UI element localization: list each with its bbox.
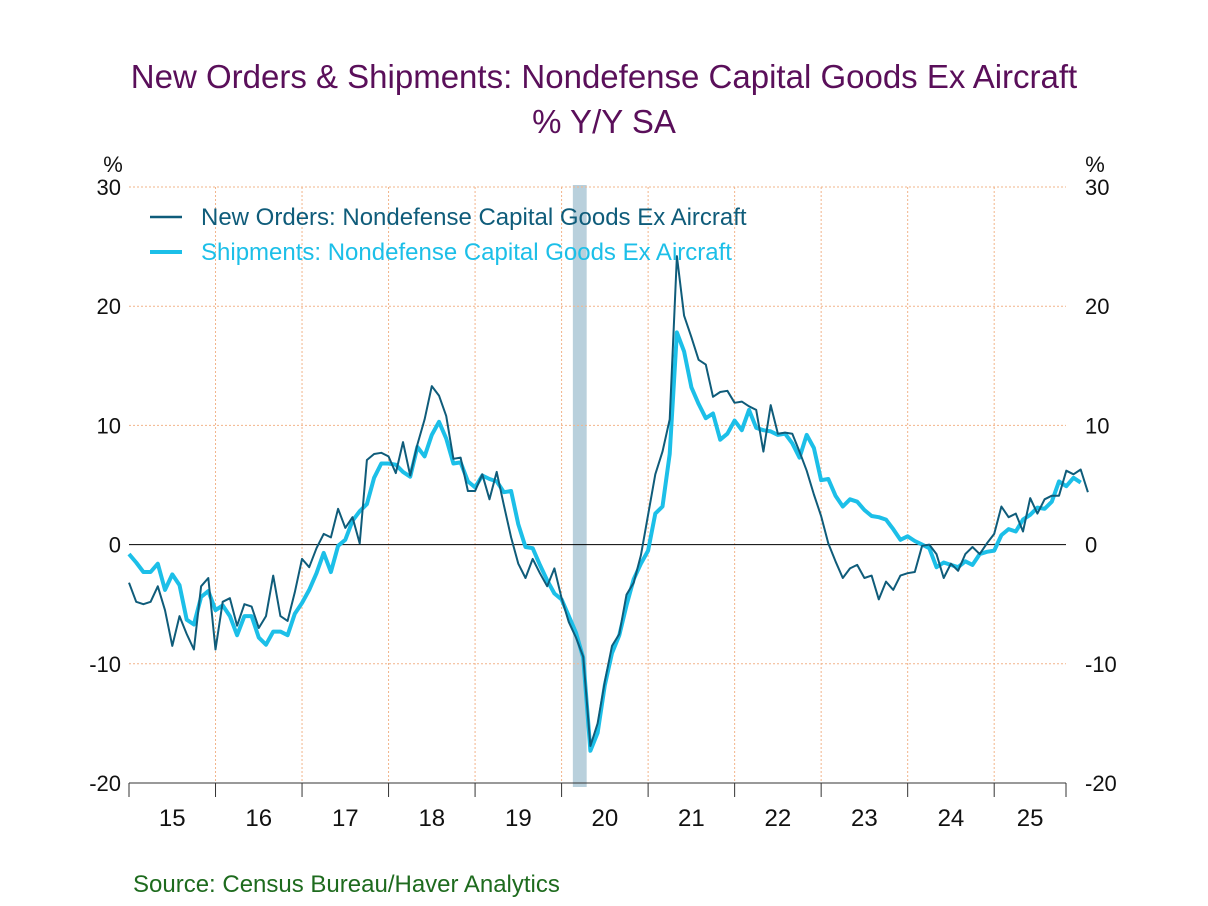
x-tick-label: 25 xyxy=(1017,805,1044,832)
y-tick-label-right: -20 xyxy=(1085,771,1117,796)
x-tick-label: 24 xyxy=(938,805,965,832)
series-line-new-orders xyxy=(128,255,1089,747)
y-unit-right: % xyxy=(1085,152,1105,177)
y-tick-label-left: 10 xyxy=(97,413,121,438)
y-unit-left: % xyxy=(103,152,123,177)
y-tick-label-left: -10 xyxy=(89,652,121,677)
y-tick-label-right: 30 xyxy=(1085,175,1109,200)
chart-title: New Orders & Shipments: Nondefense Capit… xyxy=(130,58,1078,95)
x-tick-label: 18 xyxy=(418,805,445,832)
series-line-shipments xyxy=(127,330,1082,753)
legend-label-new-orders: New Orders: Nondefense Capital Goods Ex … xyxy=(201,204,747,231)
chart-subtitle: % Y/Y SA xyxy=(532,103,676,140)
x-tick-label: 15 xyxy=(159,805,186,832)
x-tick-label: 22 xyxy=(765,805,792,832)
x-tick-label: 23 xyxy=(851,805,878,832)
x-tick-label: 19 xyxy=(505,805,532,832)
y-tick-label-right: -10 xyxy=(1085,652,1117,677)
y-tick-label-right: 10 xyxy=(1085,413,1109,438)
x-tick-label: 16 xyxy=(245,805,272,832)
y-tick-label-left: -20 xyxy=(89,771,121,796)
x-tick-label: 17 xyxy=(332,805,359,832)
source-note: Source: Census Bureau/Haver Analytics xyxy=(133,871,560,898)
x-tick-label: 21 xyxy=(678,805,705,832)
y-tick-label-right: 20 xyxy=(1085,294,1109,319)
x-tick-label: 20 xyxy=(592,805,619,832)
legend-label-shipments: Shipments: Nondefense Capital Goods Ex A… xyxy=(201,239,732,266)
y-tick-label-left: 20 xyxy=(97,294,121,319)
y-tick-label-right: 0 xyxy=(1085,533,1097,558)
y-tick-label-left: 30 xyxy=(97,175,121,200)
y-tick-label-left: 0 xyxy=(109,533,121,558)
